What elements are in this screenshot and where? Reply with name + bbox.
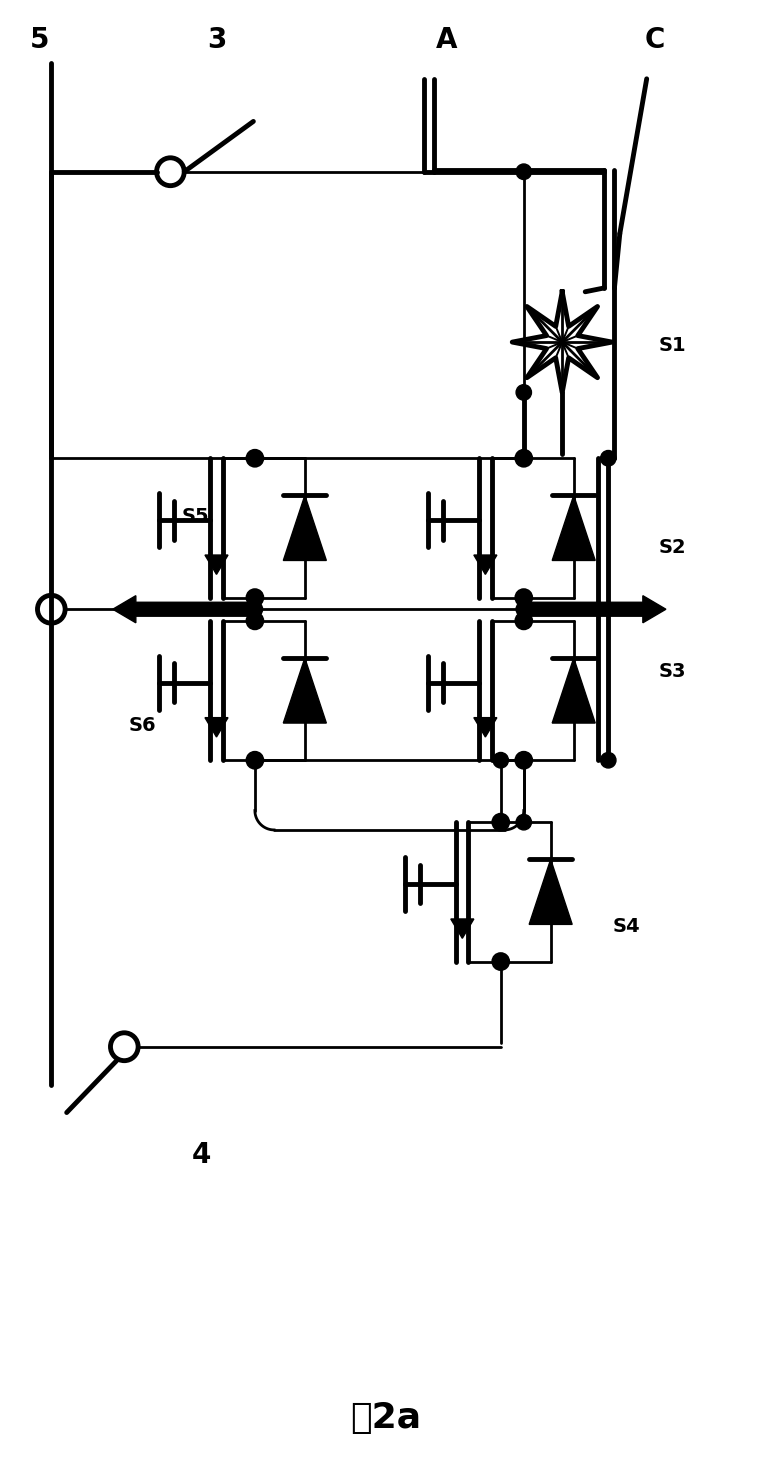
Polygon shape: [205, 556, 228, 575]
Text: S1: S1: [658, 336, 686, 355]
Polygon shape: [451, 918, 474, 939]
Text: 3: 3: [207, 27, 226, 55]
Polygon shape: [474, 718, 497, 737]
Circle shape: [601, 451, 616, 466]
Circle shape: [493, 815, 508, 830]
Polygon shape: [283, 657, 326, 724]
Text: 4: 4: [191, 1141, 210, 1169]
Polygon shape: [529, 859, 572, 924]
Polygon shape: [552, 495, 595, 560]
FancyArrow shape: [113, 595, 251, 624]
Text: S6: S6: [128, 716, 156, 736]
Circle shape: [516, 753, 531, 768]
Circle shape: [247, 601, 263, 618]
Circle shape: [493, 954, 508, 970]
Text: 图2a: 图2a: [350, 1402, 421, 1436]
Circle shape: [516, 451, 531, 466]
Circle shape: [516, 385, 531, 399]
Circle shape: [516, 601, 531, 618]
Circle shape: [247, 451, 263, 466]
FancyArrow shape: [527, 595, 666, 624]
Polygon shape: [283, 495, 326, 560]
Text: 5: 5: [30, 27, 49, 55]
Polygon shape: [474, 556, 497, 575]
Circle shape: [516, 613, 531, 628]
Circle shape: [247, 590, 263, 606]
Polygon shape: [205, 718, 228, 737]
Circle shape: [601, 753, 616, 768]
Circle shape: [516, 815, 531, 830]
Circle shape: [247, 753, 263, 768]
Text: C: C: [645, 27, 665, 55]
Polygon shape: [552, 657, 595, 724]
Circle shape: [516, 590, 531, 606]
Circle shape: [516, 164, 531, 180]
Circle shape: [247, 753, 263, 768]
Circle shape: [493, 753, 508, 768]
Text: S4: S4: [612, 917, 640, 936]
Circle shape: [516, 753, 531, 768]
Circle shape: [516, 451, 531, 466]
Circle shape: [247, 613, 263, 628]
Text: S3: S3: [658, 662, 685, 681]
Text: S5: S5: [182, 507, 210, 526]
Text: A: A: [436, 27, 458, 55]
Text: S2: S2: [658, 538, 686, 557]
